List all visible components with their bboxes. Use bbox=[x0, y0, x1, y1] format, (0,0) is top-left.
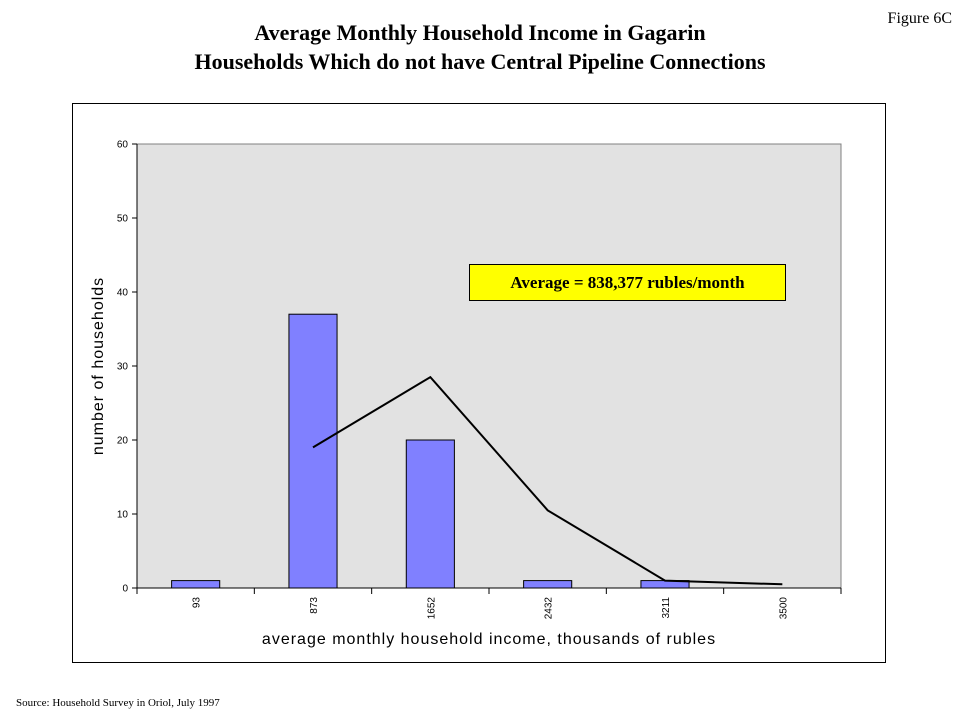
figure-label: Figure 6C bbox=[887, 10, 952, 27]
chart-title-line-2: Households Which do not have Central Pip… bbox=[194, 49, 766, 74]
average-annotation: Average = 838,377 rubles/month bbox=[469, 264, 786, 301]
x-tick-label: 1652 bbox=[426, 597, 437, 620]
plot-area bbox=[136, 143, 842, 589]
bar bbox=[405, 439, 455, 589]
y-tick-label: 0 bbox=[122, 584, 128, 595]
x-tick-label: 3500 bbox=[778, 597, 789, 620]
trend-line bbox=[312, 375, 783, 586]
x-tick-label: 873 bbox=[309, 597, 320, 614]
chart-title-line-1: Average Monthly Household Income in Gaga… bbox=[254, 20, 706, 45]
chart-title: Average Monthly Household Income in Gaga… bbox=[0, 18, 960, 76]
x-tick-label: 3211 bbox=[661, 597, 672, 619]
bar bbox=[171, 580, 221, 589]
y-tick-label: 20 bbox=[117, 436, 129, 447]
bar bbox=[288, 313, 338, 589]
x-tick-label: 93 bbox=[192, 597, 203, 609]
y-tick-label: 50 bbox=[117, 214, 129, 225]
x-axis-title: average monthly household income, thousa… bbox=[262, 631, 716, 648]
y-tick-label: 30 bbox=[117, 362, 129, 373]
x-tick-label: 2432 bbox=[544, 597, 555, 620]
bar bbox=[523, 580, 573, 589]
y-tick-label: 10 bbox=[117, 510, 129, 521]
source-note: Source: Household Survey in Oriol, July … bbox=[16, 697, 220, 709]
y-tick-label: 40 bbox=[117, 288, 129, 299]
y-tick-label: 60 bbox=[117, 140, 129, 151]
y-axis-title: number of households bbox=[90, 277, 107, 455]
